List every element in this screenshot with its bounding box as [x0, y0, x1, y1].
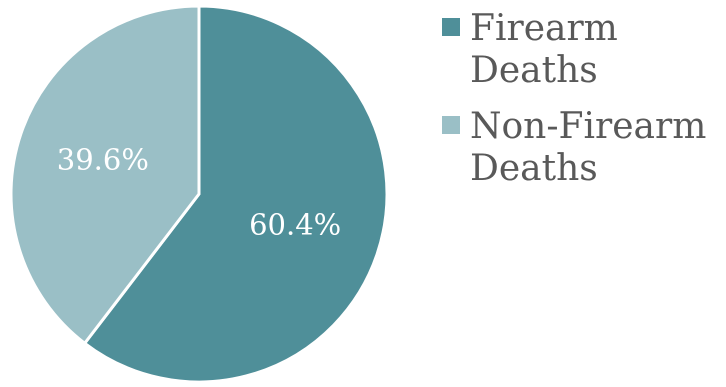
legend-label-non-firearm: Non-Firearm Deaths	[470, 106, 707, 189]
pie-slice-non-firearm	[9, 4, 201, 345]
legend-item-firearm: Firearm Deaths	[442, 8, 726, 92]
legend-item-non-firearm: Non-Firearm Deaths	[442, 106, 726, 190]
pie-chart: 60.4% 39.6%	[9, 4, 389, 384]
legend-swatch-firearm	[442, 18, 460, 36]
pie-slice-firearm	[83, 4, 389, 384]
legend: Firearm Deaths Non-Firearm Deaths	[442, 8, 726, 204]
legend-label-firearm: Firearm Deaths	[470, 8, 618, 91]
legend-swatch-non-firearm	[442, 116, 460, 134]
data-label-firearm: 60.4%	[249, 208, 341, 242]
data-label-non-firearm: 39.6%	[57, 142, 149, 176]
